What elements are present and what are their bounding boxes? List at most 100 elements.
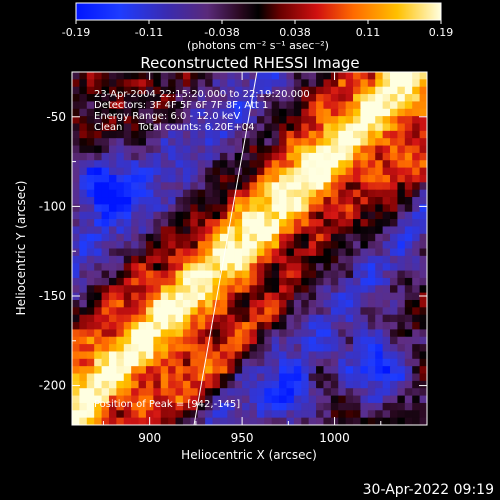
heatmap-cell xyxy=(227,270,236,279)
heatmap-cell xyxy=(419,204,427,213)
heatmap-cell xyxy=(138,388,147,397)
heatmap-cell xyxy=(227,417,236,425)
heatmap-cell xyxy=(338,366,347,375)
heatmap-cell xyxy=(234,314,243,323)
heatmap-cell xyxy=(153,204,162,213)
heatmap-cell xyxy=(286,329,295,338)
heatmap-cell xyxy=(279,145,288,154)
heatmap-cell xyxy=(353,329,362,338)
heatmap-cell xyxy=(219,152,228,161)
heatmap-cell xyxy=(279,277,288,286)
heatmap-cell xyxy=(72,219,80,228)
heatmap-cell xyxy=(330,152,339,161)
heatmap-cell xyxy=(234,351,243,360)
heatmap-cell xyxy=(367,344,376,353)
heatmap-cell xyxy=(138,204,147,213)
heatmap-cell xyxy=(182,79,191,88)
heatmap-cell xyxy=(175,86,184,95)
heatmap-cell xyxy=(79,263,88,272)
heatmap-cell xyxy=(175,72,184,80)
heatmap-cell xyxy=(79,182,88,191)
heatmap-cell xyxy=(79,94,88,103)
heatmap-cell xyxy=(279,79,288,88)
heatmap-cell xyxy=(323,160,332,169)
heatmap-cell xyxy=(160,197,169,205)
heatmap-cell xyxy=(293,358,302,367)
heatmap-cell xyxy=(404,322,413,330)
heatmap-cell xyxy=(353,116,362,125)
heatmap-cell xyxy=(293,138,302,147)
heatmap-cell xyxy=(256,299,265,308)
heatmap-cell xyxy=(264,160,273,169)
heatmap-cell xyxy=(79,329,88,338)
heatmap-cell xyxy=(293,248,302,257)
heatmap-cell xyxy=(353,351,362,360)
heatmap-cell xyxy=(234,226,243,235)
heatmap-cell xyxy=(256,314,265,323)
heatmap-cell xyxy=(131,138,140,147)
heatmap-cell xyxy=(308,351,317,360)
heatmap-cell xyxy=(293,233,302,242)
heatmap-cell xyxy=(382,197,391,205)
heatmap-cell xyxy=(72,138,80,147)
heatmap-cell xyxy=(138,358,147,367)
heatmap-cell xyxy=(323,270,332,279)
heatmap-cell xyxy=(375,322,384,330)
heatmap-cell xyxy=(375,292,384,301)
heatmap-cell xyxy=(72,123,80,132)
heatmap-cell xyxy=(316,108,325,117)
heatmap-cell xyxy=(86,219,95,228)
heatmap-cell xyxy=(145,248,154,257)
heatmap-cell xyxy=(86,307,95,316)
heatmap-cell xyxy=(397,255,406,264)
heatmap-cell xyxy=(175,417,184,425)
heatmap-cell xyxy=(182,204,191,213)
heatmap-cell xyxy=(293,366,302,375)
heatmap-cell xyxy=(160,314,169,323)
heatmap-cell xyxy=(390,79,399,88)
heatmap-cell xyxy=(301,322,310,330)
heatmap-cell xyxy=(390,160,399,169)
heatmap-cell xyxy=(375,255,384,264)
heatmap-cell xyxy=(338,211,347,220)
heatmap-cell xyxy=(249,160,258,169)
heatmap-cell xyxy=(79,285,88,294)
heatmap-cell xyxy=(330,211,339,220)
heatmap-cell xyxy=(205,307,214,316)
heatmap-cell xyxy=(279,329,288,338)
heatmap-cell xyxy=(330,336,339,345)
heatmap-cell xyxy=(338,145,347,154)
heatmap-cell xyxy=(182,336,191,345)
heatmap-cell xyxy=(293,189,302,198)
heatmap-cell xyxy=(175,410,184,419)
heatmap-cell xyxy=(390,402,399,411)
heatmap-cell xyxy=(419,160,427,169)
heatmap-cell xyxy=(94,417,103,425)
heatmap-cell xyxy=(382,167,391,176)
heatmap-cell xyxy=(397,277,406,286)
heatmap-cell xyxy=(264,182,273,191)
heatmap-cell xyxy=(116,351,125,360)
heatmap-cell xyxy=(345,358,354,367)
heatmap-cell xyxy=(382,108,391,117)
heatmap-cell xyxy=(145,79,154,88)
heatmap-cell xyxy=(94,167,103,176)
heatmap-cell xyxy=(345,108,354,117)
heatmap-cell xyxy=(234,322,243,330)
heatmap-cell xyxy=(175,241,184,250)
heatmap-cell xyxy=(367,241,376,250)
heatmap-cell xyxy=(323,241,332,250)
heatmap-cell xyxy=(375,152,384,161)
heatmap-cell xyxy=(301,329,310,338)
heatmap-cell xyxy=(242,417,251,425)
heatmap-cell xyxy=(301,241,310,250)
heatmap-cell xyxy=(190,373,199,382)
heatmap-cell xyxy=(190,329,199,338)
heatmap-cell xyxy=(316,130,325,139)
heatmap-cell xyxy=(293,101,302,110)
heatmap-cell xyxy=(419,233,427,242)
heatmap-cell xyxy=(234,108,243,117)
heatmap-cell xyxy=(338,417,347,425)
heatmap-cell xyxy=(249,366,258,375)
heatmap-cell xyxy=(205,174,214,183)
